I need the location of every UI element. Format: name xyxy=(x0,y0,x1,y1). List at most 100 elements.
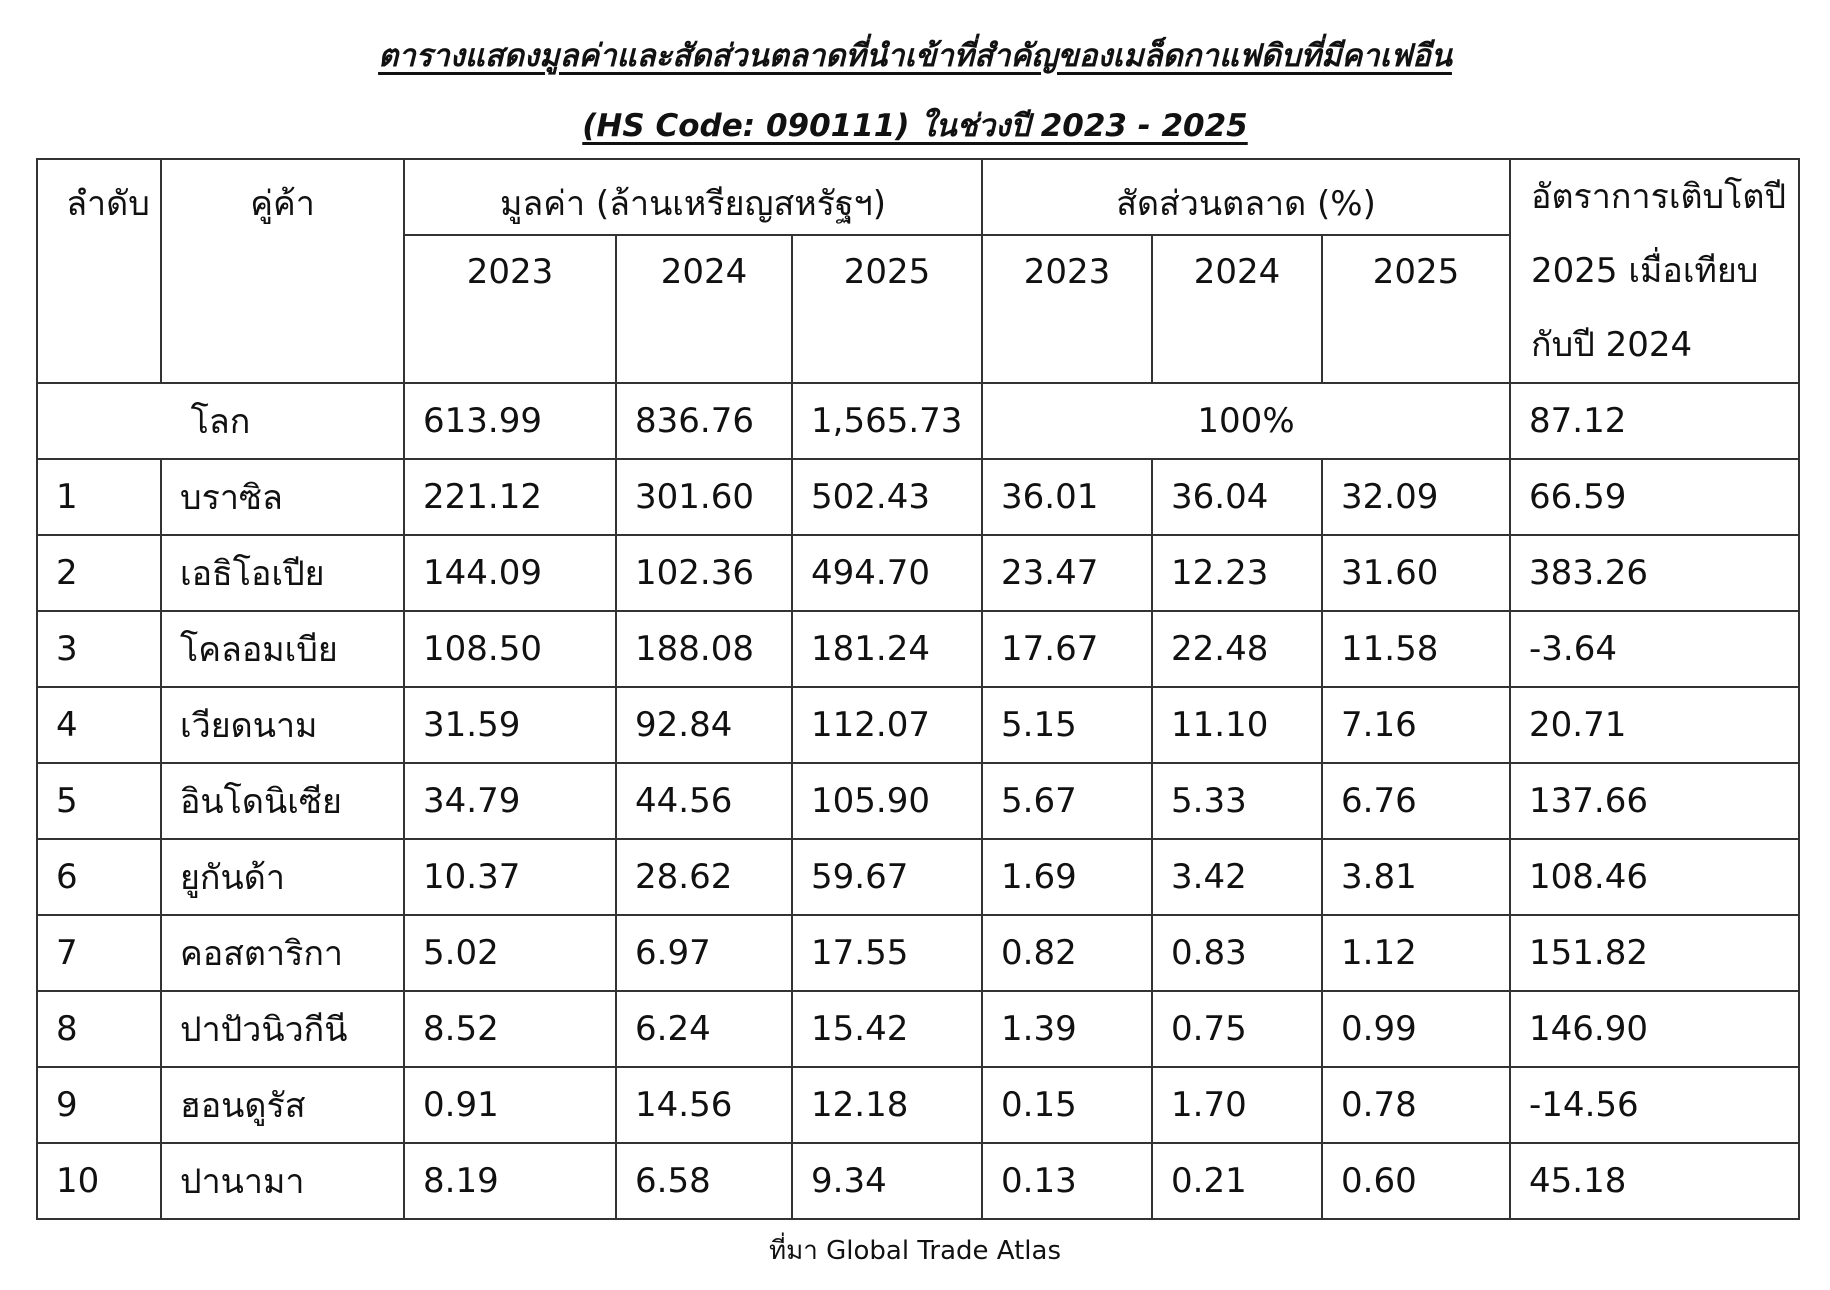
share-2024-cell: 0.21 xyxy=(1151,1142,1324,1220)
rank-cell: 10 xyxy=(36,1142,162,1220)
share-2023-cell: 0.13 xyxy=(981,1142,1154,1220)
share-2023-cell: 5.67 xyxy=(981,762,1154,840)
share-2025-cell: 31.60 xyxy=(1321,534,1512,612)
table-row: 5 อินโดนิเซีย 34.79 44.56 105.90 5.67 5.33 6.76… xyxy=(36,762,1801,840)
rank-cell: 4 xyxy=(36,686,162,764)
share-2025-cell: 7.16 xyxy=(1321,686,1512,764)
rank-cell: 2 xyxy=(36,534,162,612)
value-2024-cell: 6.58 xyxy=(615,1142,793,1220)
table-title: ตารางแสดงมูลค่าและสัดส่วนตลาดที่นำเข้าที… xyxy=(378,38,1452,74)
share-2025-cell: 6.76 xyxy=(1321,762,1512,840)
rank-cell: 8 xyxy=(36,990,162,1068)
share-2025-cell: 0.99 xyxy=(1321,990,1512,1068)
share-2023-cell: 5.15 xyxy=(981,686,1154,764)
value-year-2023: 2023 xyxy=(403,234,617,384)
partner-cell: ปาปัวนิวกีนี xyxy=(160,990,405,1068)
rank-header: ลำดับ xyxy=(36,158,162,384)
partner-cell: ปานามา xyxy=(160,1142,405,1220)
world-row: โลก 613.99 836.76 1,565.73 100% 87.12 xyxy=(36,382,1801,460)
share-2025-cell: 32.09 xyxy=(1321,458,1512,536)
share-2024-cell: 0.83 xyxy=(1151,914,1324,992)
value-year-2025: 2025 xyxy=(790,234,984,384)
table-row: 4 เวียดนาม 31.59 92.84 112.07 5.15 11.10 7.16 20… xyxy=(36,686,1801,764)
value-2025-cell: 494.70 xyxy=(790,534,984,612)
value-2024-cell: 6.97 xyxy=(615,914,793,992)
value-2023-cell: 108.50 xyxy=(403,610,617,688)
value-2024-cell: 44.56 xyxy=(615,762,793,840)
growth-cell: 146.90 xyxy=(1509,990,1801,1068)
share-2023-cell: 0.82 xyxy=(981,914,1154,992)
share-2024-cell: 5.33 xyxy=(1151,762,1324,840)
table-row: 10 ปานามา 8.19 6.58 9.34 0.13 0.21 0.60 45.18 xyxy=(36,1142,1801,1220)
value-2023-cell: 5.02 xyxy=(403,914,617,992)
growth-cell: 20.71 xyxy=(1509,686,1801,764)
partner-cell: โคลอมเบีย xyxy=(160,610,405,688)
value-2023-cell: 144.09 xyxy=(403,534,617,612)
value-2023-cell: 31.59 xyxy=(403,686,617,764)
value-2025-cell: 105.90 xyxy=(790,762,984,840)
share-year-2024: 2024 xyxy=(1151,234,1324,384)
rank-cell: 6 xyxy=(36,838,162,916)
value-2023-cell: 8.19 xyxy=(403,1142,617,1220)
source-note: ที่มา Global Trade Atlas xyxy=(768,1236,1062,1266)
value-year-2024: 2024 xyxy=(615,234,793,384)
share-2023-cell: 17.67 xyxy=(981,610,1154,688)
table-row: 3 โคลอมเบีย 108.50 188.08 181.24 17.67 22.48 11… xyxy=(36,610,1801,688)
world-value-2024: 836.76 xyxy=(615,382,793,460)
share-2024-cell: 22.48 xyxy=(1151,610,1324,688)
growth-cell: 137.66 xyxy=(1509,762,1801,840)
world-share: 100% xyxy=(981,382,1512,460)
share-2023-cell: 1.39 xyxy=(981,990,1154,1068)
share-2025-cell: 1.12 xyxy=(1321,914,1512,992)
growth-cell: 151.82 xyxy=(1509,914,1801,992)
table-row: 9 ฮอนดูรัส 0.91 14.56 12.18 0.15 1.70 0.78 -14.5… xyxy=(36,1066,1801,1144)
share-2024-cell: 3.42 xyxy=(1151,838,1324,916)
share-2025-cell: 3.81 xyxy=(1321,838,1512,916)
year-header-row: 2023 2024 2025 2023 2024 2025 xyxy=(37,234,1799,384)
value-2023-cell: 221.12 xyxy=(403,458,617,536)
growth-cell: -14.56 xyxy=(1509,1066,1801,1144)
partner-cell: เอธิโอเปีย xyxy=(160,534,405,612)
value-2025-cell: 12.18 xyxy=(790,1066,984,1144)
value-header: มูลค่า (ล้านเหรียญสหรัฐฯ) xyxy=(402,158,984,236)
partner-cell: บราซิล xyxy=(160,458,405,536)
value-2024-cell: 102.36 xyxy=(615,534,793,612)
share-2023-cell: 23.47 xyxy=(981,534,1154,612)
world-value-2025: 1,565.73 xyxy=(790,382,984,460)
partner-cell: เวียดนาม xyxy=(160,686,405,764)
partner-cell: อินโดนิเซีย xyxy=(160,762,405,840)
partner-cell: ยูกันด้า xyxy=(160,838,405,916)
partner-header: คู่ค้า xyxy=(160,158,405,384)
header-row: ลำดับ คู่ค้า มูลค่า (ล้านเหรียญสหรัฐฯ) ส… xyxy=(36,158,1801,384)
value-2024-cell: 28.62 xyxy=(615,838,793,916)
share-2023-cell: 36.01 xyxy=(981,458,1154,536)
table-row: 6 ยูกันด้า 10.37 28.62 59.67 1.69 3.42 3.81 108.… xyxy=(36,838,1801,916)
value-2024-cell: 6.24 xyxy=(615,990,793,1068)
rank-cell: 5 xyxy=(36,762,162,840)
growth-cell: 66.59 xyxy=(1509,458,1801,536)
value-2023-cell: 8.52 xyxy=(403,990,617,1068)
value-2024-cell: 14.56 xyxy=(615,1066,793,1144)
value-2024-cell: 92.84 xyxy=(615,686,793,764)
growth-cell: -3.64 xyxy=(1509,610,1801,688)
rank-cell: 3 xyxy=(36,610,162,688)
growth-cell: 45.18 xyxy=(1509,1142,1801,1220)
share-2024-cell: 12.23 xyxy=(1151,534,1324,612)
share-2024-cell: 1.70 xyxy=(1151,1066,1324,1144)
value-2024-cell: 188.08 xyxy=(615,610,793,688)
table-row: 7 คอสตาริกา 5.02 6.97 17.55 0.82 0.83 1.12 151.8… xyxy=(36,914,1801,992)
share-header: สัดส่วนตลาด (%) xyxy=(981,158,1512,236)
value-2023-cell: 0.91 xyxy=(403,1066,617,1144)
value-2024-cell: 301.60 xyxy=(615,458,793,536)
value-2025-cell: 112.07 xyxy=(790,686,984,764)
share-2025-cell: 11.58 xyxy=(1321,610,1512,688)
table-row: 1 บราซิล 221.12 301.60 502.43 36.01 36.04 32.09… xyxy=(36,458,1801,536)
value-2025-cell: 9.34 xyxy=(790,1142,984,1220)
value-2025-cell: 181.24 xyxy=(790,610,984,688)
table-row: 2 เอธิโอเปีย 144.09 102.36 494.70 23.47 12.23 3… xyxy=(36,534,1801,612)
share-2023-cell: 0.15 xyxy=(981,1066,1154,1144)
share-2024-cell: 36.04 xyxy=(1151,458,1324,536)
rank-cell: 1 xyxy=(36,458,162,536)
partner-cell: คอสตาริกา xyxy=(160,914,405,992)
value-2025-cell: 15.42 xyxy=(790,990,984,1068)
